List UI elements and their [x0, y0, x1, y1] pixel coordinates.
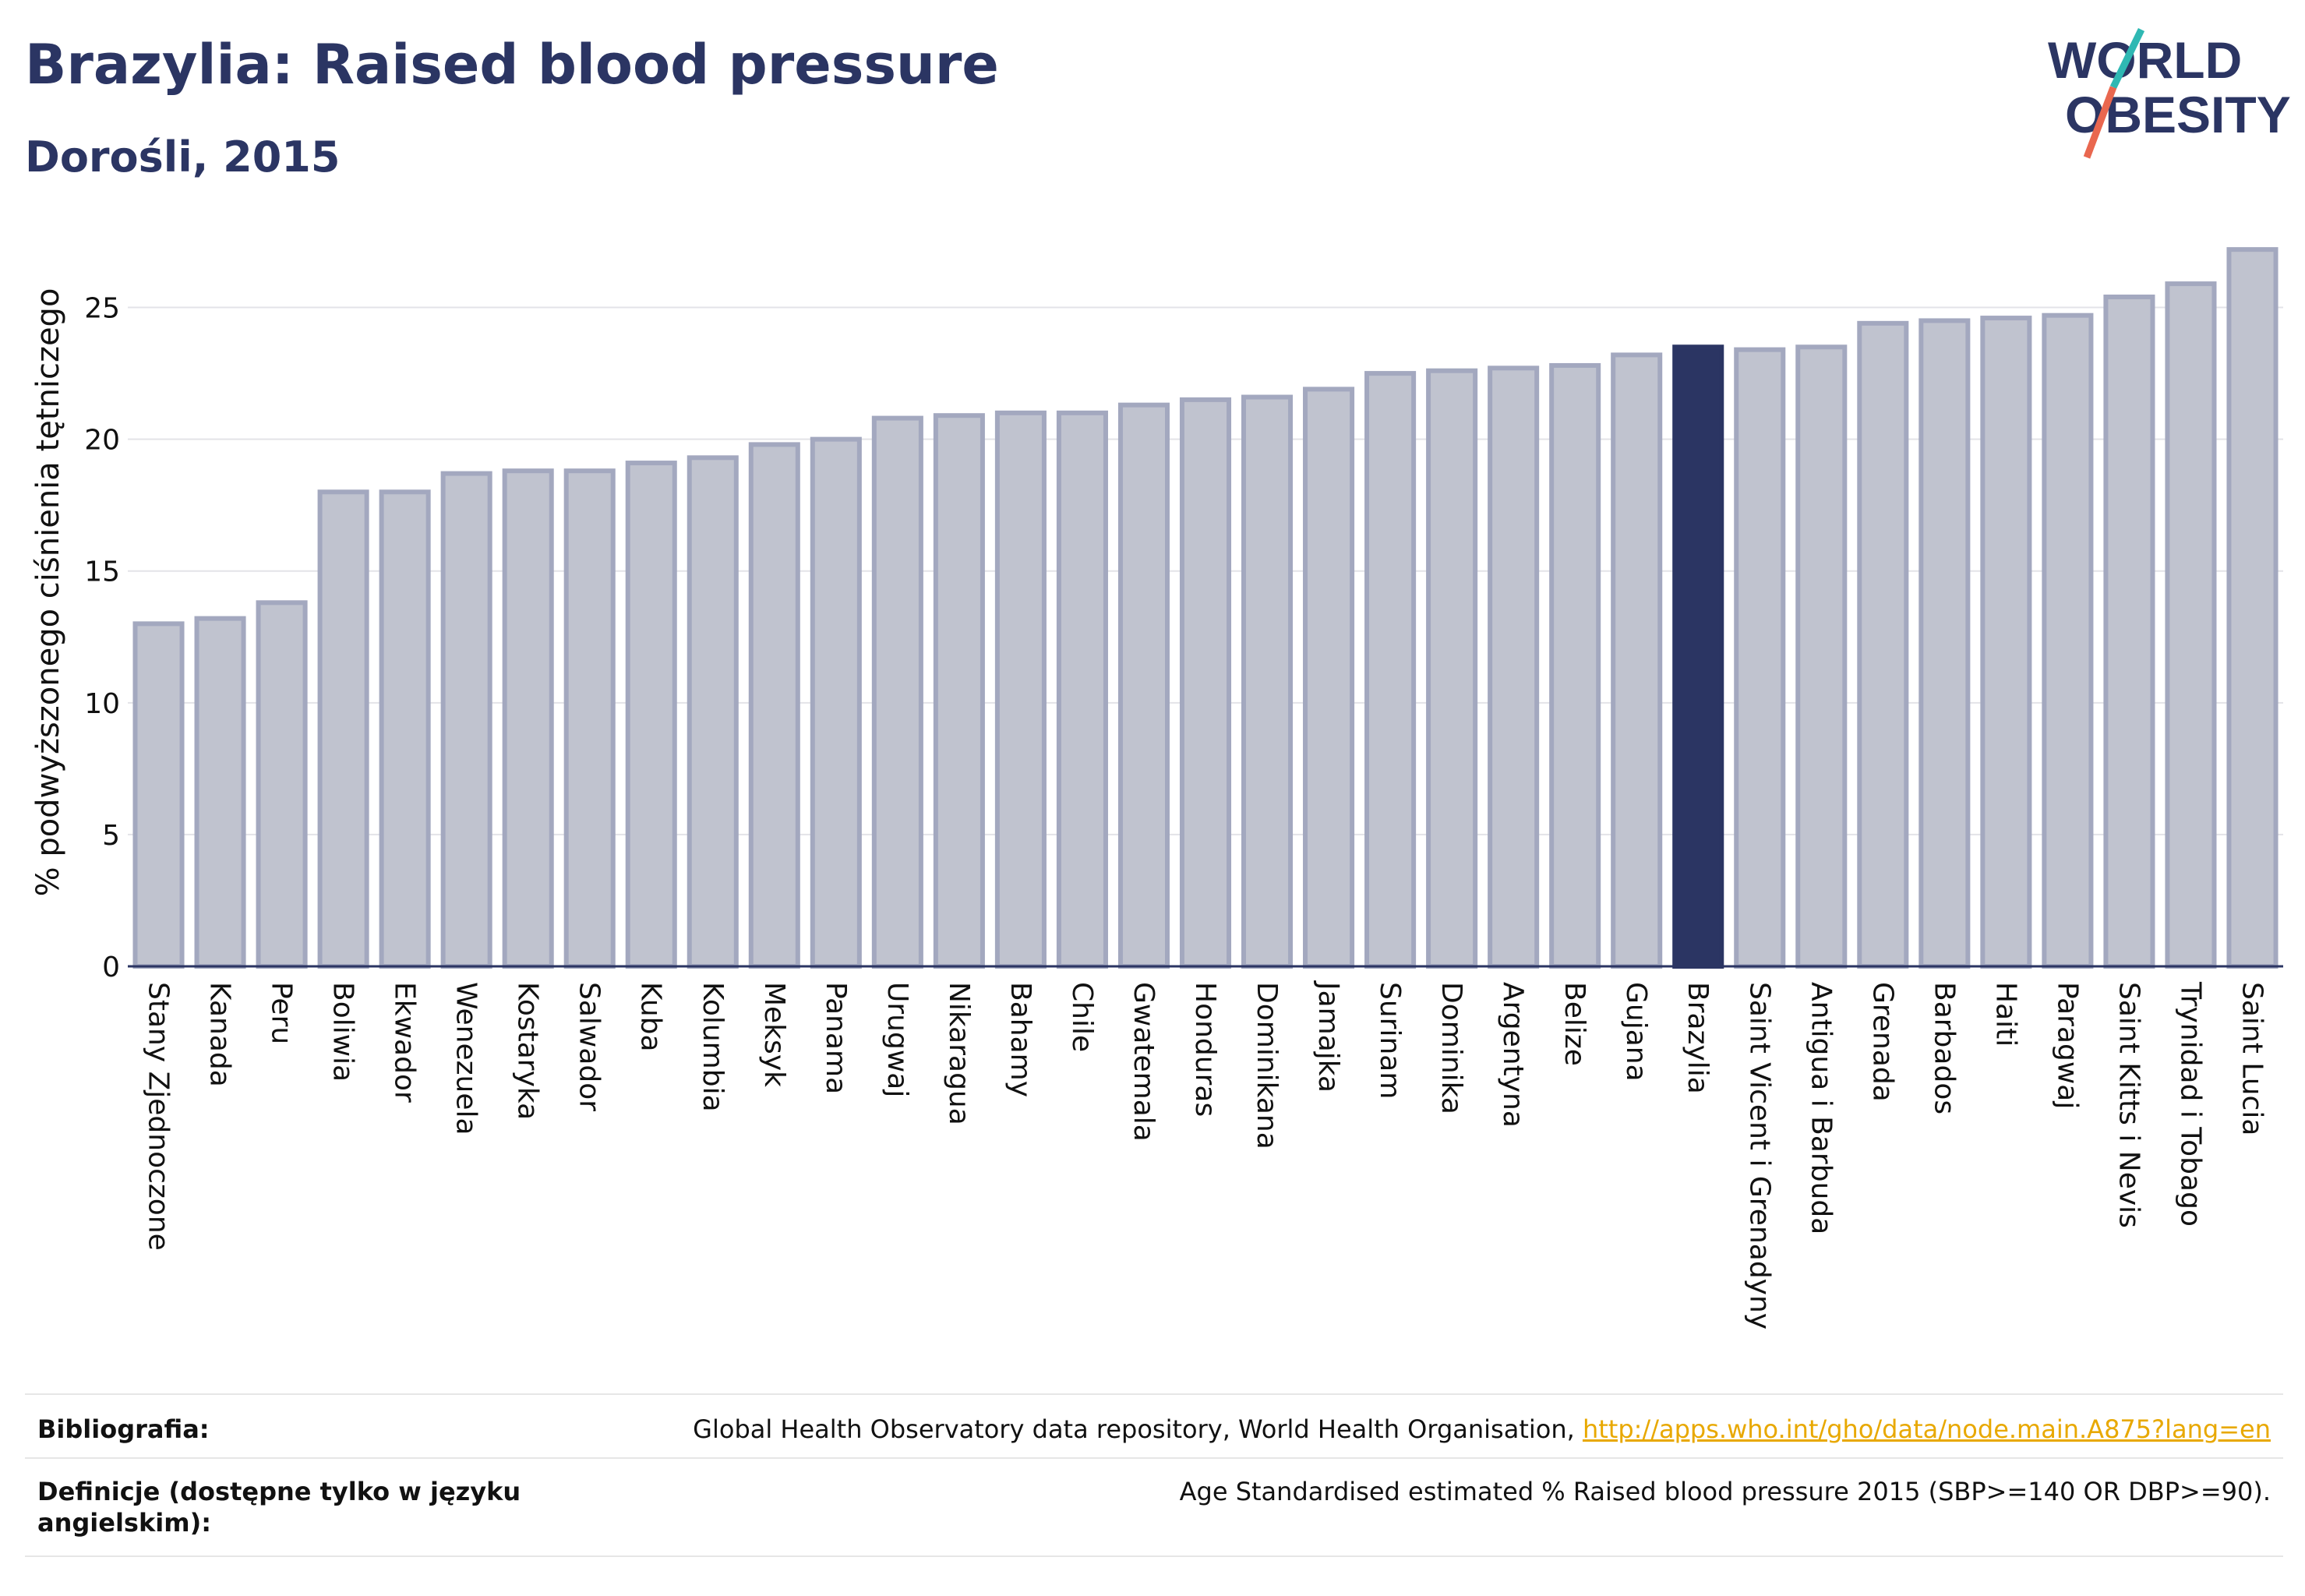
x-tick-label: Kanada — [204, 982, 236, 1087]
bar-bahamy — [994, 410, 1047, 969]
bar-kolumbia — [687, 455, 739, 969]
x-tick-label: Grenada — [1866, 982, 1898, 1102]
bar-belize — [1549, 362, 1601, 969]
x-tick-label: Paragwaj — [2051, 982, 2083, 1109]
x-tick-label: Urugwaj — [881, 982, 913, 1097]
y-tick-label: 5 — [102, 820, 120, 852]
x-tick-label: Dominika — [1435, 982, 1467, 1114]
bar-kuba — [625, 461, 677, 969]
x-tick-label: Honduras — [1189, 982, 1221, 1117]
x-tick-label: Saint Vicent i Grenadyny — [1743, 982, 1775, 1329]
page-title: Brazylia: Raised blood pressure — [25, 33, 999, 97]
bar-argentyna — [1488, 365, 1540, 969]
x-tick-label: Kostaryka — [512, 982, 544, 1120]
x-tick-label: Chile — [1066, 982, 1098, 1052]
bar-jamajka — [1303, 387, 1355, 969]
footer: Bibliografia: Global Health Observatory … — [25, 1393, 2283, 1557]
bar-trynidad-i-tobago — [2165, 281, 2217, 969]
x-tick-label: Wenezuela — [450, 982, 482, 1135]
x-tick-label: Meksyk — [758, 982, 790, 1087]
bar-wenezuela — [440, 471, 492, 969]
definitions-label: Definicje (dostępne tylko w języku angie… — [37, 1477, 521, 1538]
x-tick-label: Surinam — [1374, 982, 1406, 1099]
x-tick-label: Gujana — [1620, 982, 1652, 1082]
x-tick-label: Kuba — [635, 982, 667, 1052]
bar-kostaryka — [502, 468, 554, 969]
y-tick-label: 20 — [84, 425, 120, 457]
x-tick-label: Peru — [266, 982, 298, 1044]
y-tick-label: 10 — [84, 688, 120, 720]
bar-saint-vicent-i-grenadyny — [1734, 347, 1786, 969]
bar-nikaragua — [933, 413, 985, 969]
y-tick-label: 15 — [84, 556, 120, 588]
bar-peru — [256, 600, 308, 969]
bar-saint-kitts-i-nevis — [2103, 295, 2155, 969]
logo-line1: WORLD — [2048, 31, 2242, 89]
bars — [132, 247, 2279, 969]
x-tick-label: Gwatemala — [1128, 982, 1160, 1142]
bar-chile — [1056, 410, 1108, 969]
x-tick-label: Bahamy — [1004, 982, 1036, 1097]
y-axis-label: % podwyższonego ciśnienia tętniczego — [30, 288, 66, 897]
bar-meksyk — [748, 442, 800, 969]
footer-row-bibliography: Bibliografia: Global Health Observatory … — [25, 1393, 2283, 1459]
page-subtitle: Dorośli, 2015 — [25, 132, 341, 182]
x-tick-label: Haiti — [1989, 982, 2021, 1047]
bar-gwatemala — [1117, 402, 1170, 969]
x-tick-label: Argentyna — [1497, 982, 1529, 1128]
definitions-value: Age Standardised estimated % Raised bloo… — [1179, 1477, 2271, 1506]
bibliography-link[interactable]: http://apps.who.int/gho/data/node.main.A… — [1582, 1414, 2271, 1444]
x-tick-label: Brazylia — [1682, 982, 1714, 1094]
bar-dominikana — [1241, 394, 1294, 969]
x-tick-label: Kolumbia — [697, 982, 729, 1112]
x-tick-label: Belize — [1558, 982, 1590, 1066]
bar-antigua-i-barbuda — [1795, 344, 1848, 969]
x-tick-label: Stany Zjednoczone — [143, 982, 175, 1251]
x-tick-label: Dominikana — [1251, 982, 1283, 1149]
bar-chart: 0 5 10 15 20 25 Stany Zjednoczone Kanada Peru Bol… — [30, 247, 2283, 1329]
x-tick-label: Jamajka — [1312, 980, 1344, 1093]
bar-honduras — [1179, 397, 1232, 969]
bar-boliwia — [317, 489, 369, 969]
footer-row-definitions: Definicje (dostępne tylko w języku angie… — [25, 1457, 2283, 1557]
x-tick-label: Saint Kitts i Nevis — [2113, 982, 2144, 1228]
bar-brazylia — [1672, 344, 1724, 969]
bar-paragwaj — [2042, 312, 2094, 969]
bar-dominika — [1426, 368, 1478, 969]
bar-urugwaj — [871, 415, 923, 969]
x-tick-label: Saint Lucia — [2236, 982, 2268, 1135]
x-tick-label: Barbados — [1928, 982, 1960, 1114]
bar-kanada — [194, 616, 246, 969]
bar-grenada — [1857, 320, 1909, 969]
x-tick-label: Panama — [820, 982, 852, 1094]
y-tick-label: 25 — [84, 293, 120, 325]
x-tick-label: Nikaragua — [943, 982, 975, 1125]
x-tick-label: Trynidad i Tobago — [2174, 981, 2206, 1227]
bar-panama — [810, 436, 862, 969]
bar-salwador — [563, 468, 616, 969]
bar-barbados — [1918, 318, 1971, 969]
bibliography-value: Global Health Observatory data repositor… — [693, 1414, 2271, 1445]
bar-saint-lucia — [2226, 247, 2279, 969]
x-tick-label: Antigua i Barbuda — [1805, 982, 1837, 1234]
bar-ekwador — [379, 489, 431, 969]
bibliography-text: Global Health Observatory data repositor… — [693, 1414, 1583, 1444]
bar-stany-zjednoczone — [132, 621, 185, 969]
bar-haiti — [1980, 316, 2032, 969]
x-tick-label: Salwador — [574, 982, 605, 1111]
y-tick-label: 0 — [102, 952, 120, 983]
x-tick-label: Ekwador — [389, 982, 421, 1103]
x-tick-label: Boliwia — [327, 982, 359, 1082]
bibliography-label: Bibliografia: — [37, 1414, 210, 1444]
world-obesity-logo: WORLD OBESITY — [2048, 28, 2291, 159]
axes: 0 5 10 15 20 25 Stany Zjednoczone Kanada Peru Bol… — [84, 293, 2283, 1329]
bar-surinam — [1364, 371, 1417, 969]
bar-gujana — [1611, 352, 1663, 969]
